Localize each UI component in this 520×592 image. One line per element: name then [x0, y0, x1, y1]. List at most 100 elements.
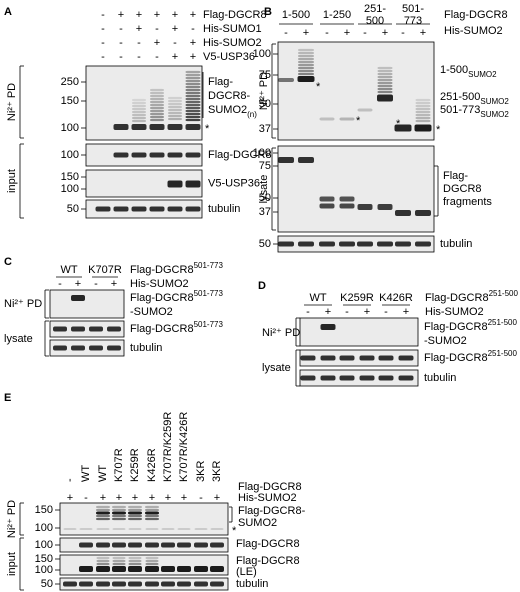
mw-marker: 150 [61, 95, 79, 107]
band [377, 241, 393, 247]
mw-marker: 50 [259, 238, 271, 250]
treatment-label-part: 501-773 [194, 261, 224, 270]
treatment-sign: + [154, 9, 160, 21]
mw-marker: 250 [61, 76, 79, 88]
mw-marker: 37 [259, 206, 271, 218]
band [128, 514, 142, 518]
construct-label: 3KR [195, 461, 207, 482]
band [79, 542, 93, 548]
product-label-part: 1-500 [440, 64, 468, 76]
treatment-sign: + [181, 492, 187, 504]
treatment-sign: + [172, 23, 178, 35]
construct-label: 1-250 [323, 9, 351, 21]
product-label-part: SUMO2 [208, 104, 247, 116]
band [150, 115, 164, 119]
band [128, 556, 142, 560]
treatment-sign: + [190, 9, 196, 21]
band [112, 556, 126, 560]
treatment-label: His-SUMO1 [203, 23, 262, 35]
band [377, 90, 393, 94]
band [112, 542, 126, 548]
band [145, 505, 159, 509]
treatment-label-part: Flag-DGCR8 [130, 264, 194, 276]
band [319, 241, 335, 247]
band [300, 355, 316, 361]
band [185, 79, 201, 83]
construct-label: WT [80, 465, 92, 482]
band [150, 118, 164, 122]
band [128, 562, 142, 566]
mw-marker: 75 [259, 69, 271, 81]
band [63, 528, 77, 530]
construct-label: WT [97, 465, 109, 482]
product-label: SUMO2 [238, 517, 277, 529]
band [167, 206, 183, 212]
treatment-sign: - [306, 306, 310, 318]
band [145, 542, 159, 548]
band [185, 115, 201, 119]
treatment-sign: + [149, 492, 155, 504]
star: * [316, 81, 321, 93]
band [89, 326, 103, 332]
treatment-sign: - [137, 51, 141, 63]
construct-label: WT [309, 292, 326, 304]
treatment-sign: + [118, 9, 124, 21]
band [96, 508, 110, 512]
band [112, 559, 126, 563]
band [377, 66, 393, 70]
band [89, 345, 103, 351]
band [177, 542, 191, 548]
band [320, 324, 336, 330]
treatment-sign: - [155, 51, 159, 63]
treatment-label: Flag-DGCR8 [203, 9, 267, 21]
band [377, 87, 393, 91]
band [377, 204, 393, 210]
band [320, 355, 336, 361]
treatment-sign: - [101, 23, 105, 35]
treatment-sign: - [345, 306, 349, 318]
band [96, 511, 110, 515]
treatment-label: His-SUMO2 [238, 492, 297, 504]
star: * [232, 525, 237, 537]
treatment-sign: + [344, 27, 350, 39]
blot-label-part: 251-500 [488, 349, 518, 358]
treatment-sign: + [214, 492, 220, 504]
band [149, 152, 165, 158]
band [128, 542, 142, 548]
blot-label: tubulin [208, 203, 240, 215]
band [168, 99, 182, 103]
band [185, 124, 201, 130]
band [63, 581, 77, 587]
product-label: SUMO2(n) [208, 104, 257, 119]
band [185, 91, 201, 95]
product-label-part: 501-773 [440, 104, 480, 116]
treatment-sign: + [403, 306, 409, 318]
band [278, 78, 294, 82]
band [167, 124, 183, 130]
section-label: input [6, 552, 18, 576]
band [319, 203, 335, 209]
treatment-sign: + [75, 278, 81, 290]
band [168, 96, 182, 100]
band [185, 85, 201, 89]
mw-marker: 50 [67, 203, 79, 215]
treatment-sign: - [191, 23, 195, 35]
product-label-part: 251-500 [488, 318, 518, 327]
product-label-part: Flag-DGCR8 [130, 292, 194, 304]
band [185, 94, 201, 98]
product-label: -SUMO2 [130, 306, 173, 318]
band [145, 581, 159, 587]
mw-marker: 150 [61, 171, 79, 183]
product-label: 251-500SUMO2 [440, 91, 509, 106]
band [377, 94, 393, 102]
treatment-sign: - [199, 492, 203, 504]
blot-label: tubulin [424, 372, 456, 384]
construct-label: 1-500 [282, 9, 310, 21]
band [177, 581, 191, 587]
band [161, 542, 175, 548]
treatment-label: V5-USP36 [203, 51, 255, 63]
band [298, 54, 314, 58]
product-label: Flag-DGCR8501-773 [130, 289, 223, 304]
band [185, 118, 201, 122]
treatment-label: Flag-DGCR8 [238, 481, 302, 493]
